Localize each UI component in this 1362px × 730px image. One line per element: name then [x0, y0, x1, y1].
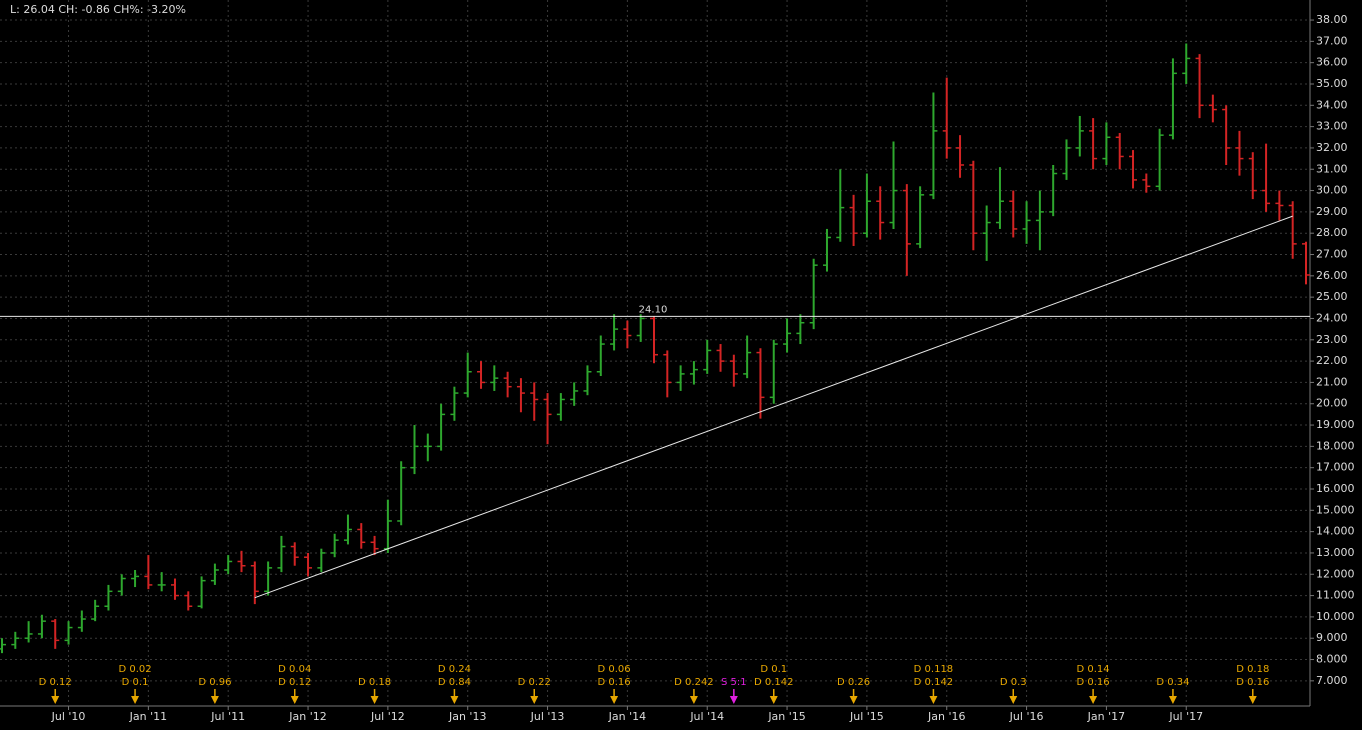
event-arrow-head: [51, 696, 60, 704]
y-tick-label: 22.00: [1316, 354, 1348, 367]
y-tick-label: 30.00: [1316, 184, 1348, 197]
x-tick-label: Jul '15: [849, 710, 884, 723]
event-label: D 0.1: [760, 664, 787, 675]
event-label: S 5:1: [721, 677, 747, 688]
event-label: D 0.24: [438, 664, 471, 675]
event-arrow-head: [689, 696, 698, 704]
y-tick-label: 35.00: [1316, 77, 1348, 90]
x-tick-label: Jan '12: [288, 710, 326, 723]
event-label: D 0.96: [198, 677, 231, 688]
event-arrow-head: [210, 696, 219, 704]
x-tick-label: Jan '13: [448, 710, 486, 723]
event-label: D 0.22: [518, 677, 551, 688]
x-tick-label: Jul '16: [1009, 710, 1044, 723]
x-tick-label: Jan '15: [767, 710, 805, 723]
event-label: D 0.12: [39, 677, 72, 688]
y-tick-label: 27.00: [1316, 248, 1348, 261]
x-tick-label: Jul '13: [530, 710, 565, 723]
y-tick-label: 26.00: [1316, 269, 1348, 282]
event-arrow-head: [290, 696, 299, 704]
x-tick-label: Jan '11: [129, 710, 167, 723]
event-label: D 0.16: [1236, 677, 1269, 688]
y-tick-label: 17.000: [1316, 461, 1355, 474]
event-label: D 0.02: [118, 664, 151, 675]
y-tick-label: 31.00: [1316, 162, 1348, 175]
y-tick-label: 23.00: [1316, 333, 1348, 346]
y-tick-label: 15.000: [1316, 503, 1355, 516]
event-arrow-head: [131, 696, 140, 704]
event-label: D 0.06: [598, 664, 631, 675]
y-tick-label: 25.00: [1316, 290, 1348, 303]
status-text: L: 26.04 CH: -0.86 CH%: -3.20%: [10, 3, 186, 16]
event-label: D 0.3: [1000, 677, 1027, 688]
event-label: D 0.34: [1156, 677, 1189, 688]
event-label: D 0.142: [754, 677, 794, 688]
y-tick-label: 32.00: [1316, 141, 1348, 154]
event-arrow-head: [929, 696, 938, 704]
event-label: D 0.26: [837, 677, 870, 688]
event-label: D 0.16: [1077, 677, 1110, 688]
y-tick-label: 24.00: [1316, 311, 1348, 324]
y-tick-label: 10.000: [1316, 610, 1355, 623]
y-tick-label: 8.000: [1316, 653, 1348, 666]
event-arrow-head: [450, 696, 459, 704]
event-arrow-head: [1009, 696, 1018, 704]
y-tick-label: 7.000: [1316, 674, 1348, 687]
x-tick-label: Jul '10: [51, 710, 86, 723]
event-arrow-head: [849, 696, 858, 704]
y-tick-label: 28.00: [1316, 226, 1348, 239]
x-tick-label: Jul '14: [689, 710, 724, 723]
event-arrow-head: [370, 696, 379, 704]
x-tick-label: Jan '16: [927, 710, 965, 723]
y-tick-label: 18.000: [1316, 439, 1355, 452]
y-tick-label: 34.00: [1316, 98, 1348, 111]
y-tick-label: 19.000: [1316, 418, 1355, 431]
y-tick-label: 11.000: [1316, 589, 1355, 602]
y-tick-label: 20.00: [1316, 397, 1348, 410]
event-label: D 0.84: [438, 677, 471, 688]
x-tick-label: Jan '17: [1087, 710, 1125, 723]
y-tick-label: 12.000: [1316, 567, 1355, 580]
y-tick-label: 9.000: [1316, 631, 1348, 644]
y-tick-label: 29.00: [1316, 205, 1348, 218]
event-label: D 0.118: [914, 664, 954, 675]
event-label: D 0.04: [278, 664, 311, 675]
y-tick-label: 13.000: [1316, 546, 1355, 559]
trendline: [254, 215, 1293, 599]
y-tick-label: 36.00: [1316, 56, 1348, 69]
y-tick-label: 21.00: [1316, 375, 1348, 388]
event-arrow-head: [530, 696, 539, 704]
event-label: D 0.14: [1077, 664, 1110, 675]
x-tick-label: Jul '11: [210, 710, 245, 723]
event-label: D 0.1: [122, 677, 149, 688]
event-arrow-head: [1089, 696, 1098, 704]
y-tick-label: 37.00: [1316, 34, 1348, 47]
event-arrow-head: [610, 696, 619, 704]
event-label: D 0.18: [1236, 664, 1269, 675]
y-tick-label: 33.00: [1316, 120, 1348, 133]
event-label: D 0.242: [674, 677, 714, 688]
y-tick-label: 16.000: [1316, 482, 1355, 495]
event-label: D 0.12: [278, 677, 311, 688]
horizontal-line-label: 24.10: [639, 304, 668, 315]
x-tick-label: Jul '12: [370, 710, 405, 723]
event-label: D 0.18: [358, 677, 391, 688]
event-label: D 0.142: [914, 677, 954, 688]
event-arrow-head: [1248, 696, 1257, 704]
event-label: D 0.16: [598, 677, 631, 688]
x-tick-label: Jan '14: [608, 710, 646, 723]
x-tick-label: Jul '17: [1168, 710, 1203, 723]
event-arrow-head: [769, 696, 778, 704]
event-arrow-head: [729, 696, 738, 704]
y-tick-label: 38.00: [1316, 13, 1348, 26]
y-tick-label: 14.000: [1316, 525, 1355, 538]
event-arrow-head: [1168, 696, 1177, 704]
